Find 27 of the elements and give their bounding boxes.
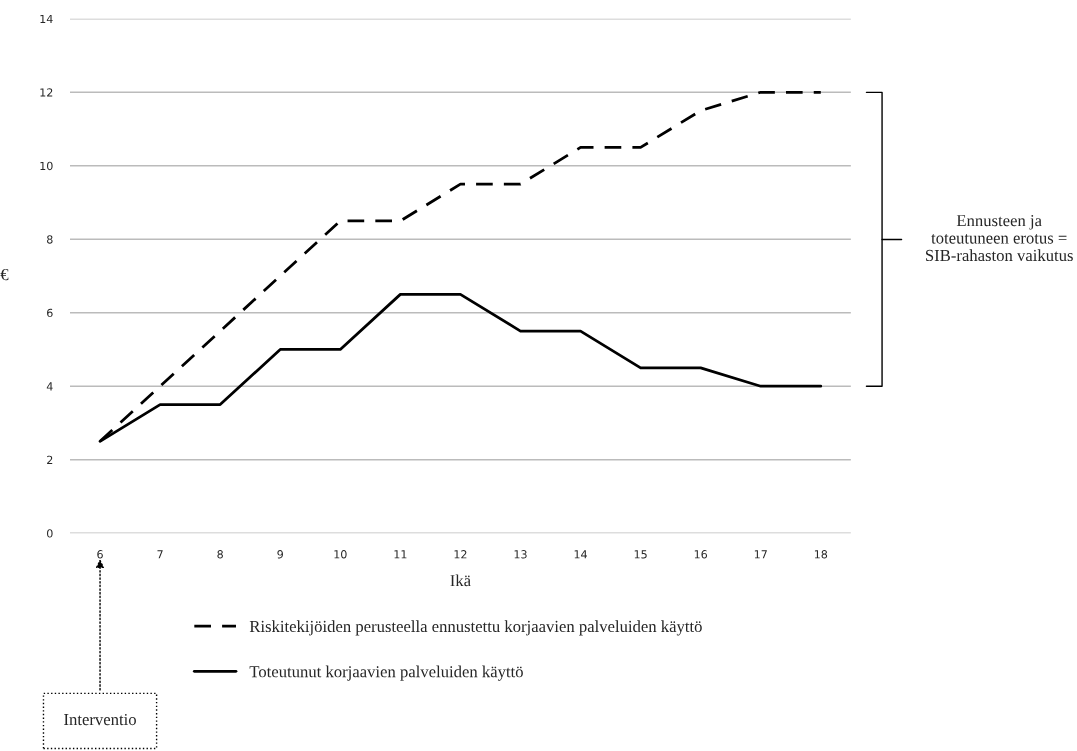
y-tick-label: 14 (40, 14, 53, 23)
text: Interventio (64, 713, 136, 726)
y-tick-label: 8 (47, 235, 53, 244)
y-tick-label: 6 (47, 308, 53, 318)
y-tick-label: 10 (40, 161, 53, 171)
x-tick-label: 12 (454, 550, 467, 559)
x-tick-label: 14 (574, 550, 587, 559)
x-tick-label: 11 (394, 550, 407, 559)
x-tick-label: 13 (514, 550, 527, 559)
text: Ennusteen ja toteutuneen erotus = SIB-rahaston vaikutus (926, 215, 1073, 262)
y-tick-label: 4 (46, 382, 53, 391)
x-tick-label: 6 (97, 550, 103, 559)
x-tick-label: 17 (754, 550, 767, 559)
legend-label: Riskitekijöiden perusteella ennustettu korjaavien palveluiden käyttö (249, 620, 702, 636)
legend-label: Toteutunut korjaavien palveluiden käyttö (249, 665, 523, 681)
x-tick-label: 10 (334, 550, 347, 559)
x-tick-label: 15 (634, 550, 647, 559)
x-tick-label: 8 (217, 550, 223, 559)
x-axis-title: Ikä (450, 574, 471, 587)
x-tick-label: 9 (277, 550, 283, 559)
y-axis-title: € (0, 268, 9, 281)
y-tick-label: 2 (47, 455, 53, 464)
x-tick-label: 7 (157, 550, 163, 559)
x-tick-label: 18 (814, 550, 828, 559)
y-tick-label: 12 (40, 88, 53, 97)
y-tick-label: 0 (47, 529, 53, 538)
x-tick-label: 16 (694, 550, 708, 559)
